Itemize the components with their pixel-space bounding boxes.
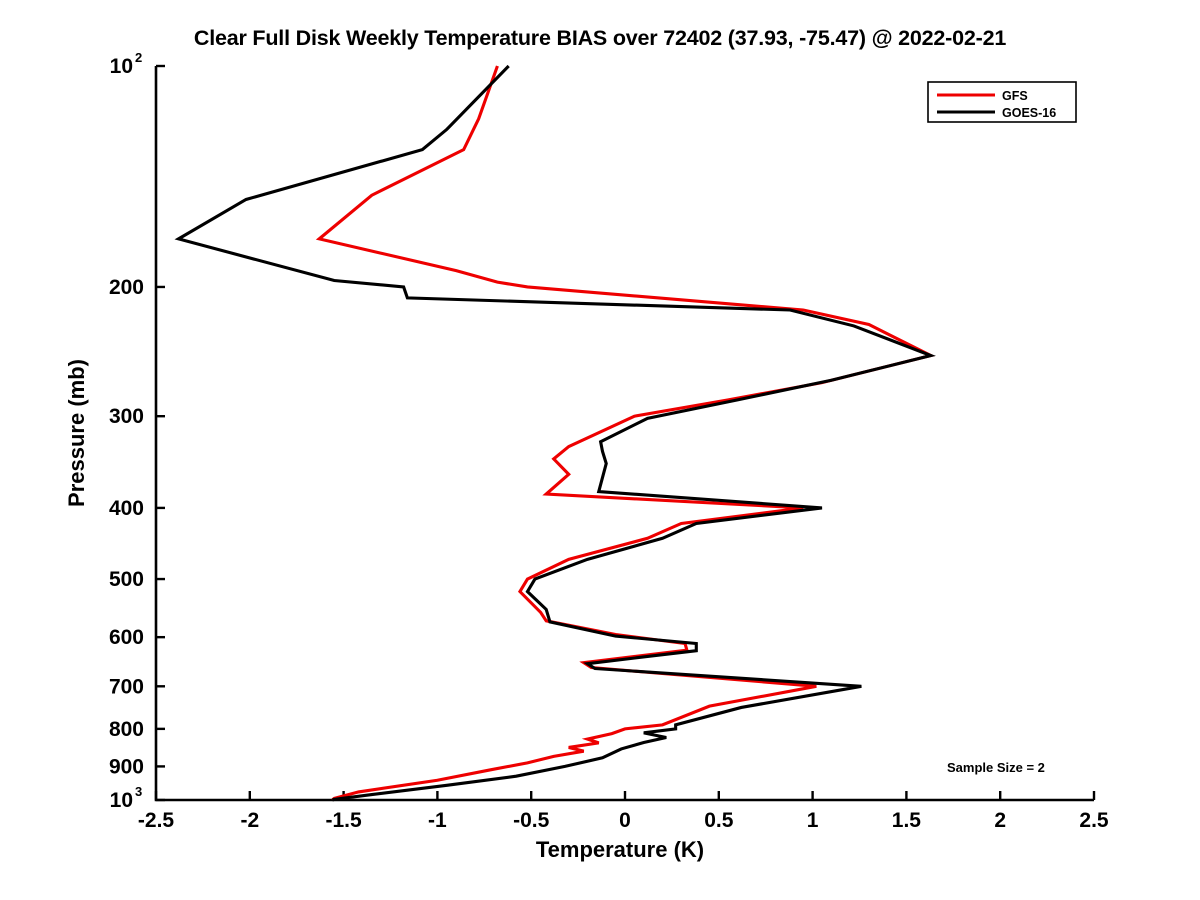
- sample-size-text: Sample Size = 2: [947, 760, 1045, 775]
- y-tick-label: 10 3: [110, 784, 143, 812]
- y-tick-label: 900: [109, 755, 144, 778]
- x-axis-label: Temperature (K): [536, 837, 704, 862]
- chart-legend[interactable]: GFS GOES-16: [927, 81, 1077, 123]
- x-axis-ticks: -2.5 -2 -1.5 -1 -0.5 0 0.5 1 1.5 2 2.5: [138, 791, 1109, 832]
- svg-text:10: 10: [110, 789, 133, 812]
- x-tick-label: 2.5: [1079, 809, 1109, 832]
- series-line-goes-16: [174, 64, 936, 802]
- x-tick-label: 1.5: [892, 809, 922, 832]
- y-tick-label: 500: [109, 568, 144, 591]
- x-tick-label: 0.5: [704, 809, 734, 832]
- y-tick-label: 300: [109, 405, 144, 428]
- x-tick-label: -1: [428, 809, 447, 832]
- x-tick-label: 0: [619, 809, 631, 832]
- svg-text:3: 3: [135, 784, 142, 799]
- legend-label-gfs: GFS: [1002, 89, 1028, 103]
- data-series-layer: [174, 64, 936, 802]
- x-tick-label: -1.5: [326, 809, 363, 832]
- svg-text:10: 10: [110, 55, 133, 78]
- x-tick-label: -0.5: [513, 809, 550, 832]
- page-title: Clear Full Disk Weekly Temperature BIAS …: [193, 26, 1007, 50]
- y-tick-label: 800: [109, 718, 144, 741]
- sample-size-annotation: Sample Size = 2: [947, 760, 1045, 775]
- x-tick-label: 2: [994, 809, 1006, 832]
- y-tick-label: 200: [109, 276, 144, 299]
- y-tick-label: 600: [109, 626, 144, 649]
- svg-text:2: 2: [135, 50, 142, 65]
- y-tick-label: 700: [109, 675, 144, 698]
- x-tick-label: 1: [807, 809, 819, 832]
- y-tick-label: 400: [109, 497, 144, 520]
- axis-frame: [154, 66, 1094, 802]
- x-tick-label: -2.5: [138, 809, 175, 832]
- series-line-gfs: [315, 65, 936, 802]
- y-axis-label: Pressure (mb): [64, 359, 89, 507]
- x-tick-label: -2: [240, 809, 259, 832]
- y-tick-label: 10 2: [110, 50, 143, 78]
- legend-label-goes-16: GOES-16: [1002, 106, 1056, 120]
